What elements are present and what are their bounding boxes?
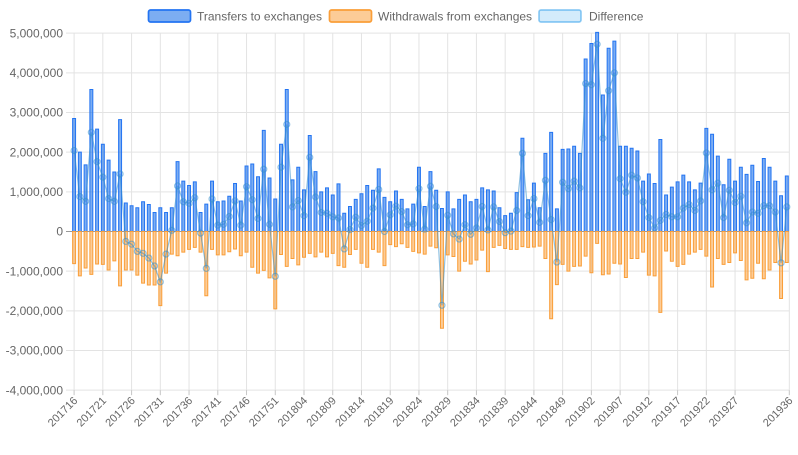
svg-text:Difference: Difference bbox=[589, 10, 644, 24]
svg-text:Transfers to exchanges: Transfers to exchanges bbox=[197, 10, 322, 24]
svg-text:1,000,000: 1,000,000 bbox=[10, 185, 64, 199]
svg-text:Withdrawals from exchanges: Withdrawals from exchanges bbox=[378, 10, 532, 24]
svg-text:2,000,000: 2,000,000 bbox=[10, 145, 64, 159]
svg-text:4,000,000: 4,000,000 bbox=[10, 66, 64, 80]
svg-text:-3,000,000: -3,000,000 bbox=[6, 344, 64, 358]
svg-text:-2,000,000: -2,000,000 bbox=[6, 304, 64, 318]
svg-text:3,000,000: 3,000,000 bbox=[10, 106, 64, 120]
svg-text:-4,000,000: -4,000,000 bbox=[6, 383, 64, 397]
svg-text:0: 0 bbox=[56, 225, 63, 239]
svg-text:-1,000,000: -1,000,000 bbox=[6, 264, 64, 278]
svg-text:5,000,000: 5,000,000 bbox=[10, 26, 64, 40]
